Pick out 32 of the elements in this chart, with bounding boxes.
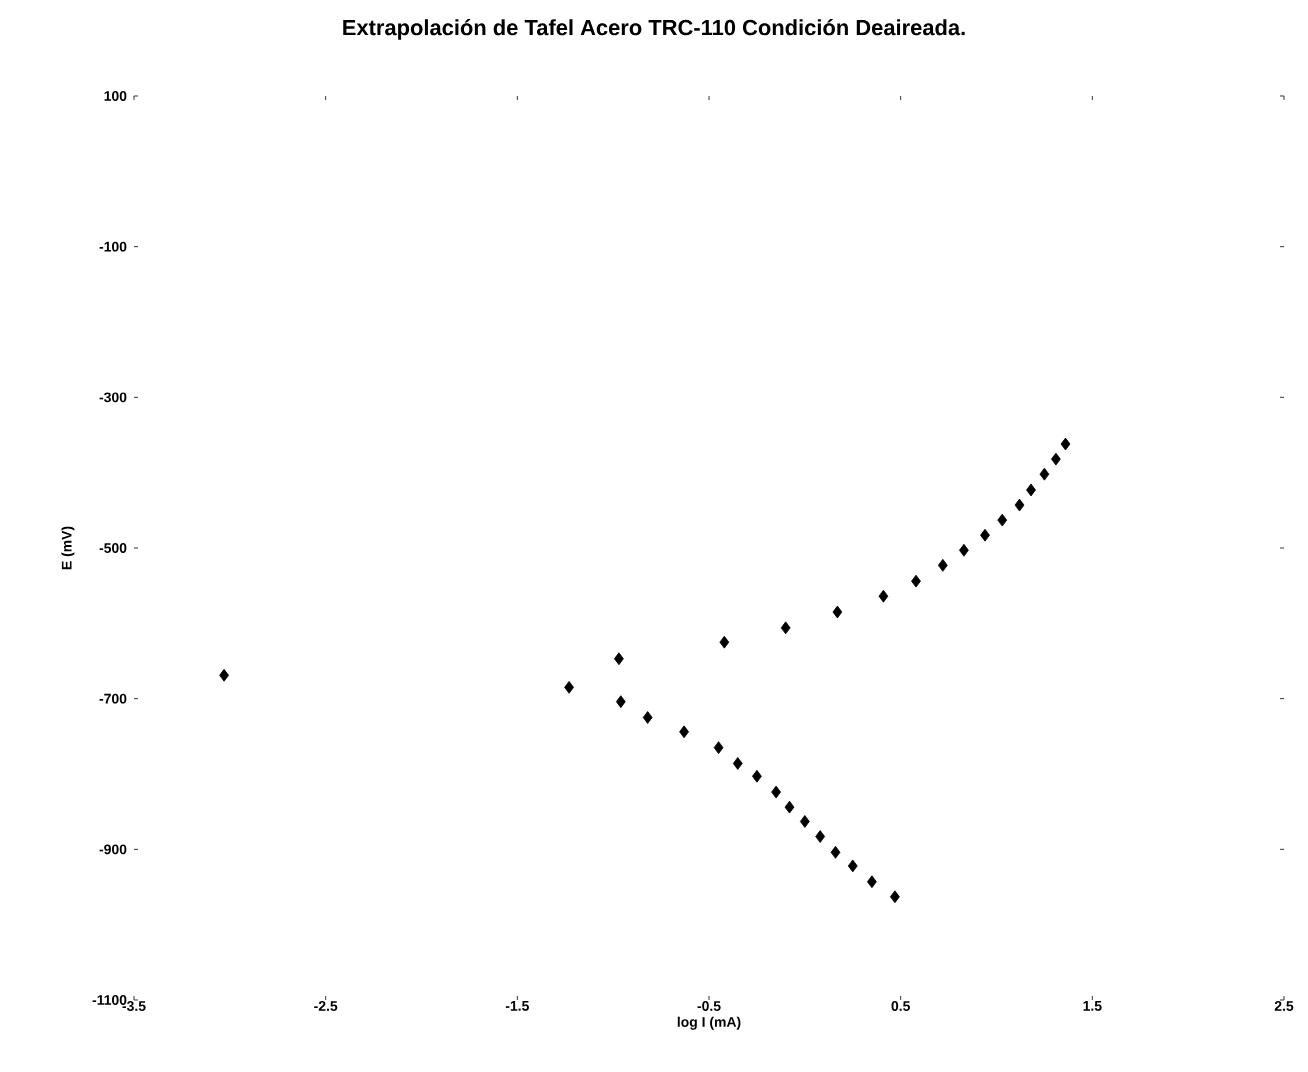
point bbox=[615, 695, 626, 709]
point bbox=[832, 605, 843, 619]
point bbox=[911, 574, 921, 588]
point bbox=[867, 875, 877, 889]
point bbox=[1014, 498, 1025, 512]
point bbox=[799, 815, 810, 828]
point bbox=[713, 741, 724, 755]
point bbox=[980, 528, 990, 542]
point bbox=[219, 668, 229, 682]
point bbox=[564, 680, 574, 694]
point bbox=[1051, 452, 1061, 466]
point bbox=[784, 800, 795, 814]
point bbox=[679, 725, 689, 739]
point bbox=[614, 652, 624, 666]
point bbox=[719, 635, 730, 649]
point bbox=[847, 859, 858, 873]
point bbox=[642, 711, 653, 724]
chart-title: Extrapolación de Tafel Acero TRC-110 Condición Deaireada. bbox=[343, 19, 965, 40]
point bbox=[878, 589, 889, 603]
point bbox=[1060, 437, 1071, 451]
point bbox=[815, 830, 826, 843]
point bbox=[997, 513, 1008, 527]
point bbox=[937, 558, 948, 572]
point bbox=[1039, 467, 1050, 481]
point bbox=[752, 769, 762, 783]
point bbox=[771, 785, 781, 799]
point bbox=[732, 757, 743, 770]
point bbox=[959, 543, 969, 557]
point bbox=[780, 621, 791, 635]
point bbox=[890, 890, 900, 904]
point bbox=[1026, 483, 1036, 497]
point bbox=[830, 845, 841, 859]
